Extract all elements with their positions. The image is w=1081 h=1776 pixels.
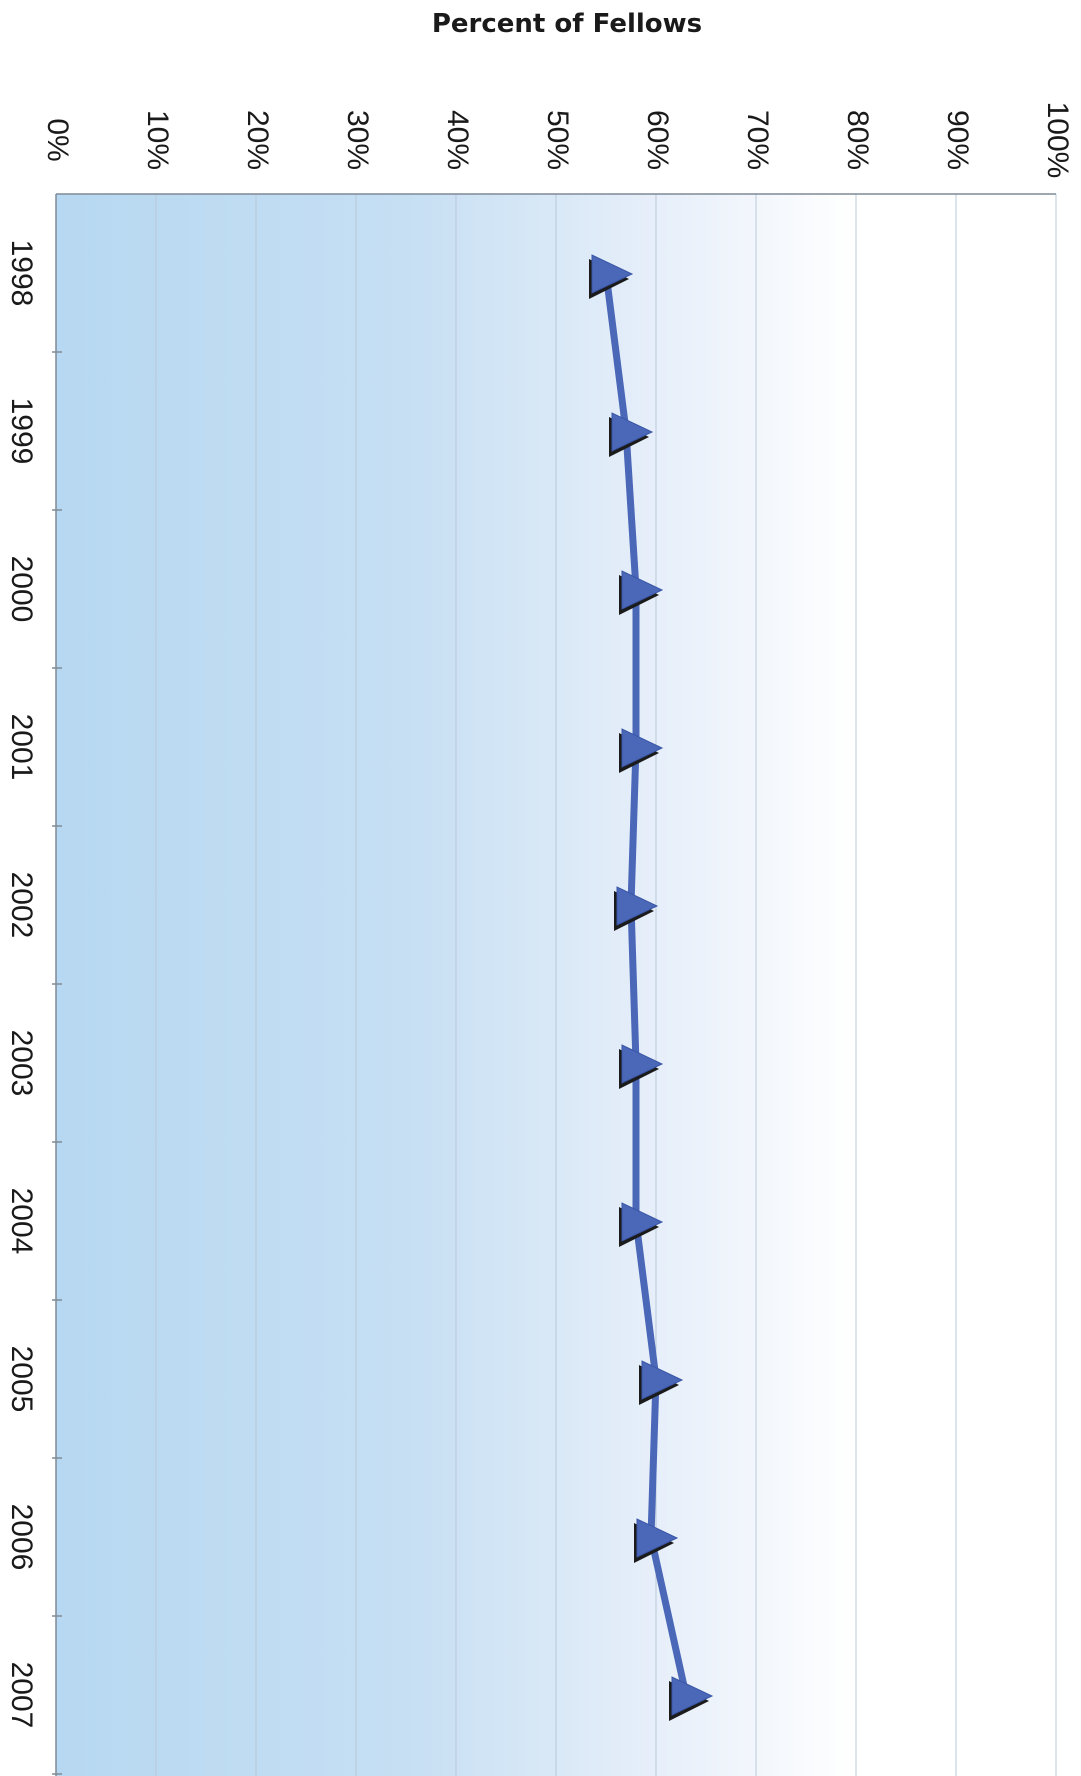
series-line-path — [602, 272, 690, 1696]
year-tick-label: 2006 — [5, 1504, 38, 1571]
value-tick-label: 100% — [1041, 102, 1074, 179]
series-markers — [589, 254, 714, 1721]
data-point-marker — [636, 1518, 679, 1558]
year-tick-label: 2004 — [5, 1188, 38, 1255]
year-tick-label: 1999 — [5, 398, 38, 465]
value-tick-label: 0% — [41, 118, 74, 161]
gridlines — [155, 194, 1057, 1776]
data-point-marker — [611, 412, 654, 452]
data-point-marker — [621, 1044, 664, 1084]
value-tick-label: 80% — [841, 110, 874, 170]
axes — [52, 193, 1056, 1776]
value-tick-label: 10% — [141, 110, 174, 170]
value-tick-label: 20% — [241, 110, 274, 170]
year-tick-labels: 1998 1999 2000 2001 2002 2003 2004 2005 2006 2007 — [5, 240, 38, 1729]
value-tick-labels: 0% 10% 20% 30% 40% 50% 60% 70% 80% 90% 100% — [41, 102, 1074, 179]
year-tick-label: 2002 — [5, 872, 38, 939]
year-tick-label: 1998 — [5, 240, 38, 307]
data-point-marker — [621, 1202, 664, 1242]
year-tick-label: 2005 — [5, 1346, 38, 1413]
value-tick-label: 90% — [941, 110, 974, 170]
year-tick-label: 2000 — [5, 556, 38, 623]
data-point-marker — [616, 886, 659, 926]
year-tick-label: 2007 — [5, 1662, 38, 1729]
data-point-marker — [671, 1676, 714, 1716]
value-tick-label: 40% — [441, 110, 474, 170]
data-point-marker — [641, 1360, 684, 1400]
data-point-marker — [621, 728, 664, 768]
chart-title: Percent of Fellows — [432, 9, 702, 39]
series-line — [602, 272, 690, 1696]
data-point-marker — [621, 570, 664, 610]
data-point-marker — [591, 254, 634, 294]
value-tick-label: 50% — [541, 110, 574, 170]
value-tick-label: 60% — [641, 110, 674, 170]
year-tick-label: 2001 — [5, 714, 38, 781]
value-tick-label: 30% — [341, 110, 374, 170]
year-tick-label: 2003 — [5, 1030, 38, 1097]
value-tick-label: 70% — [741, 110, 774, 170]
